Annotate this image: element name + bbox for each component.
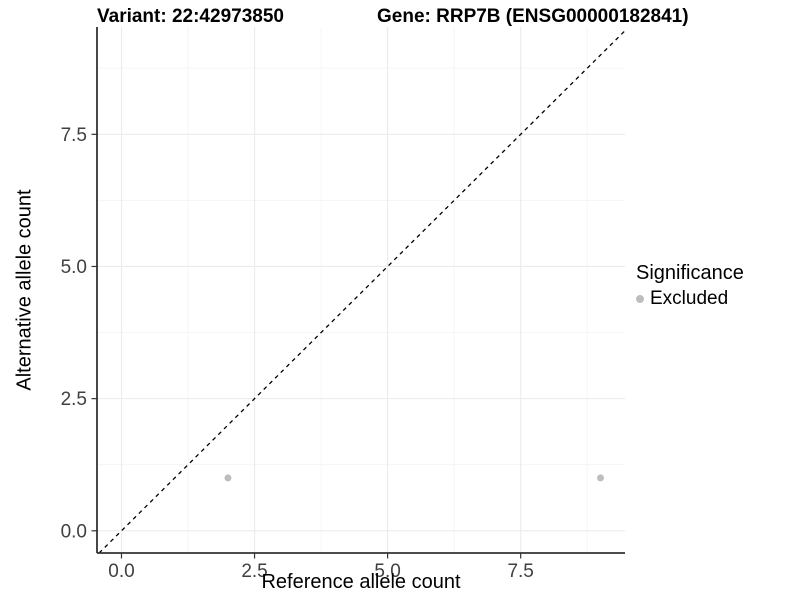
plot-title-variant: Variant: 22:42973850 xyxy=(97,6,284,27)
y-tick-label: 2.5 xyxy=(61,389,87,410)
x-tick-label: 7.5 xyxy=(507,561,533,582)
x-tick-label: 5.0 xyxy=(374,561,400,582)
x-tick-label: 0.0 xyxy=(108,561,134,582)
y-tick-label: 0.0 xyxy=(61,521,87,542)
y-axis-title: Alternative allele count xyxy=(13,189,36,391)
legend-entry-label: Excluded xyxy=(650,288,729,309)
y-tick-label: 7.5 xyxy=(61,125,87,146)
legend-title: Significance xyxy=(636,262,744,284)
x-axis-title: Reference allele count xyxy=(261,571,461,593)
y-tick-label: 5.0 xyxy=(61,257,87,278)
data-point xyxy=(224,474,232,482)
legend: Significance Excluded xyxy=(636,262,744,310)
legend-entry-excluded: Excluded xyxy=(636,288,744,310)
data-point xyxy=(597,474,605,482)
excluded-marker-icon xyxy=(636,295,644,303)
plot-title-gene: Gene: RRP7B (ENSG00000182841) xyxy=(377,6,689,27)
x-tick-label: 2.5 xyxy=(241,561,267,582)
identity-line xyxy=(98,30,626,554)
